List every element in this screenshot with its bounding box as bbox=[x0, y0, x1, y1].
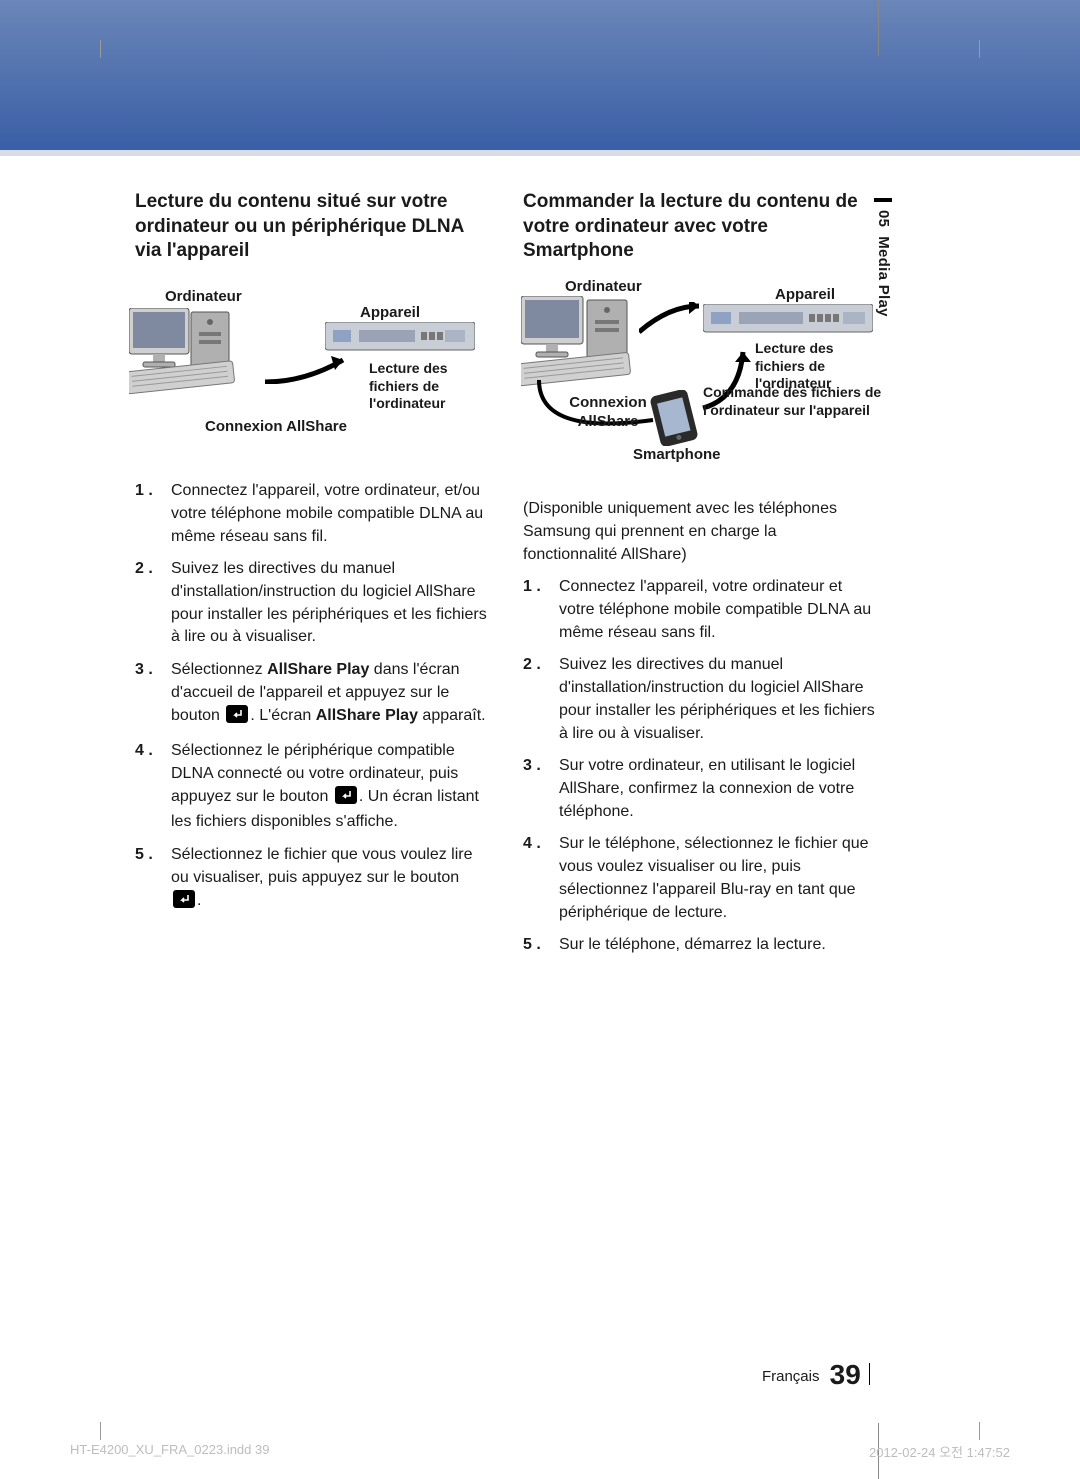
label-ordinateur: Ordinateur bbox=[165, 288, 242, 307]
step-body: Sur le téléphone, démarrez la lecture. bbox=[559, 934, 875, 957]
list-item: 4 . Sélectionnez le périphérique compati… bbox=[135, 740, 487, 834]
side-tab-title: Media Play bbox=[875, 236, 892, 317]
right-note: (Disponible uniquement avec les téléphon… bbox=[523, 498, 875, 566]
step-body: Sélectionnez le fichier que vous voulez … bbox=[171, 844, 487, 915]
label-arrow2-r: Commande des fichiers de l'ordinateur su… bbox=[703, 384, 883, 419]
list-item: 4 . Sur le téléphone, sélectionnez le fi… bbox=[523, 833, 875, 924]
step-number: 3 . bbox=[135, 659, 163, 730]
step-number: 3 . bbox=[523, 755, 551, 823]
list-item: 1 . Connectez l'appareil, votre ordinate… bbox=[135, 480, 487, 548]
step-body: Sélectionnez le périphérique compatible … bbox=[171, 740, 487, 834]
device-box-icon bbox=[703, 304, 873, 345]
step-body: Sur le téléphone, sélectionnez le fichie… bbox=[559, 833, 875, 924]
content-columns: Lecture du contenu situé sur votre ordin… bbox=[135, 190, 875, 967]
side-tab: 05 Media Play bbox=[875, 210, 892, 317]
crop-mark-top-right bbox=[878, 0, 879, 56]
left-diagram: Ordinateur bbox=[135, 278, 487, 464]
right-column: Commander la lecture du contenu de votre… bbox=[523, 190, 875, 967]
list-item: 5 . Sur le téléphone, démarrez la lectur… bbox=[523, 934, 875, 957]
left-steps: 1 . Connectez l'appareil, votre ordinate… bbox=[135, 480, 487, 915]
enter-icon bbox=[335, 786, 357, 812]
page: 05 Media Play Lecture du contenu situé s… bbox=[0, 0, 1080, 1479]
step-body: Connectez l'appareil, votre ordinateur, … bbox=[171, 480, 487, 548]
left-column: Lecture du contenu situé sur votre ordin… bbox=[135, 190, 487, 967]
step-number: 1 . bbox=[523, 576, 551, 644]
right-steps: 1 . Connectez l'appareil, votre ordinate… bbox=[523, 576, 875, 957]
step-body: Suivez les directives du manuel d'instal… bbox=[171, 558, 487, 649]
label-ordinateur-r: Ordinateur bbox=[565, 278, 642, 297]
step-number: 2 . bbox=[135, 558, 163, 649]
step-body: Connectez l'appareil, votre ordinateur e… bbox=[559, 576, 875, 644]
arrow-to-device bbox=[265, 354, 365, 384]
step-number: 5 . bbox=[523, 934, 551, 957]
list-item: 2 . Suivez les directives du manuel d'in… bbox=[523, 654, 875, 745]
label-smartphone: Smartphone bbox=[633, 446, 721, 465]
list-item: 2 . Suivez les directives du manuel d'in… bbox=[135, 558, 487, 649]
meta-right: 2012-02-24 오전 1:47:52 bbox=[869, 1442, 1010, 1461]
step-body: Sélectionnez AllShare Play dans l'écran … bbox=[171, 659, 487, 730]
arrow-to-device-r bbox=[639, 302, 709, 338]
list-item: 1 . Connectez l'appareil, votre ordinate… bbox=[523, 576, 875, 644]
enter-icon bbox=[173, 890, 195, 916]
list-item: 3 . Sur votre ordinateur, en utilisant l… bbox=[523, 755, 875, 823]
list-item: 5 . Sélectionnez le fichier que vous vou… bbox=[135, 844, 487, 915]
step-number: 1 . bbox=[135, 480, 163, 548]
enter-icon bbox=[226, 705, 248, 731]
side-tab-chapter: 05 bbox=[875, 210, 892, 227]
step-number: 5 . bbox=[135, 844, 163, 915]
label-connexion-r: Connexion AllShare bbox=[563, 394, 653, 432]
step-body: Sur votre ordinateur, en utilisant le lo… bbox=[559, 755, 875, 823]
step-body: Suivez les directives du manuel d'instal… bbox=[559, 654, 875, 745]
label-arrow1: Lecture des fichiers de l'ordinateur bbox=[369, 360, 479, 413]
header-divider bbox=[0, 150, 1080, 156]
print-meta: HT-E4200_XU_FRA_0223.indd 39 2012-02-24 … bbox=[70, 1442, 1010, 1461]
step-number: 4 . bbox=[523, 833, 551, 924]
computer-icon bbox=[129, 308, 251, 403]
footer-bar bbox=[869, 1363, 870, 1385]
page-footer: Français 39 bbox=[0, 1359, 1080, 1391]
side-tab-bar bbox=[874, 198, 892, 202]
label-appareil: Appareil bbox=[360, 304, 420, 323]
label-appareil-r: Appareil bbox=[775, 286, 835, 305]
header-banner bbox=[0, 0, 1080, 150]
meta-left: HT-E4200_XU_FRA_0223.indd 39 bbox=[70, 1442, 269, 1461]
footer-lang: Français bbox=[762, 1368, 820, 1385]
label-connexion: Connexion AllShare bbox=[205, 418, 347, 437]
step-number: 2 . bbox=[523, 654, 551, 745]
step-number: 4 . bbox=[135, 740, 163, 834]
left-heading: Lecture du contenu situé sur votre ordin… bbox=[135, 190, 487, 264]
right-heading: Commander la lecture du contenu de votre… bbox=[523, 190, 875, 264]
right-diagram: Ordinateur bbox=[523, 278, 875, 498]
list-item: 3 . Sélectionnez AllShare Play dans l'éc… bbox=[135, 659, 487, 730]
footer-page-number: 39 bbox=[830, 1359, 861, 1390]
